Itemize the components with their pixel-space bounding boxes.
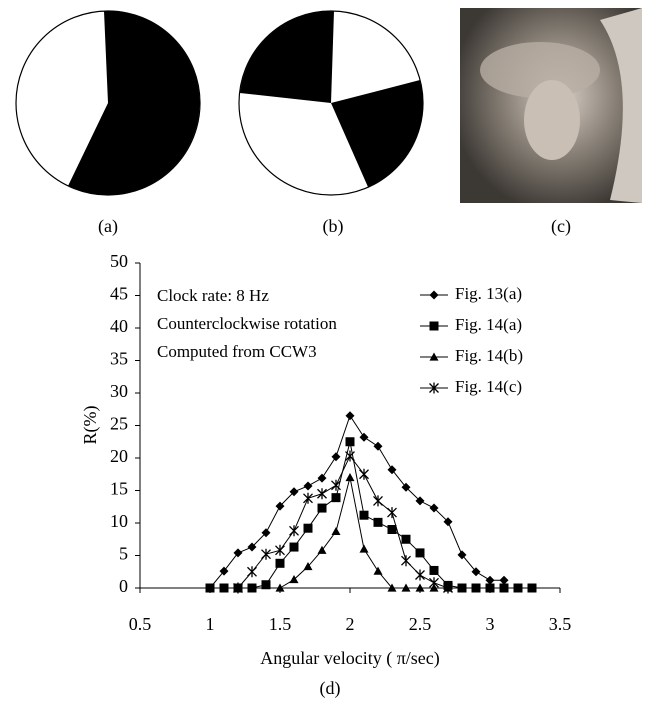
marker [514,584,523,593]
legend-label: Fig. 13(a) [455,284,522,303]
panel-label: (b) [323,216,344,237]
marker [374,442,383,451]
plot: 0 5 10 15 20 25 30 35 40 45 50 0.5 1 1.5 2 2.5 3 3.5 Clock… [110,251,571,634]
x-tick-label: 3.5 [549,614,572,634]
marker [276,559,285,568]
x-axis-title: Angular velocity ( π/sec) [260,648,440,669]
marker [346,473,355,481]
marker [388,507,397,518]
marker [290,543,299,552]
x-tick-label: 1 [206,614,215,634]
marker [318,474,327,483]
disk-a [16,11,200,195]
marker [262,580,271,589]
legend-marker [430,291,439,300]
marker [318,504,327,513]
marker [304,493,313,504]
marker [318,488,327,499]
marker [360,511,369,520]
y-tick-label: 0 [119,576,128,596]
panel-label: (d) [320,678,341,699]
panel-label: (a) [98,216,118,237]
marker [248,584,257,593]
marker [318,546,327,554]
marker [332,452,341,461]
marker [304,524,313,533]
marker [374,518,383,527]
marker [500,576,509,585]
marker [472,584,481,593]
y-tick-label: 35 [110,349,128,369]
annotation: Clock rate: 8 Hz [157,286,269,305]
marker [402,555,411,566]
legend-label: Fig. 14(a) [455,315,522,334]
legend-label: Fig. 14(b) [455,346,523,365]
y-tick-label: 15 [110,479,128,499]
marker [220,584,229,593]
marker [234,548,243,557]
y-tick-label: 25 [110,414,128,434]
marker [374,567,383,575]
marker [332,527,341,535]
marker [206,584,215,593]
x-tick-label: 3 [486,614,495,634]
series-line [238,456,448,588]
marker [346,437,355,446]
y-tick-label: 20 [110,446,128,466]
marker [290,525,299,536]
series-line [210,442,532,588]
y-tick-label: 45 [110,284,128,304]
marker [262,549,271,560]
figure: (a) (b) (c) (d) Angular velocity ( π/sec… [0,0,652,706]
legend-marker [430,322,439,331]
marker [374,495,383,506]
marker [346,411,355,420]
x-tick-label: 0.5 [129,614,152,634]
marker [416,570,425,581]
marker [388,525,397,534]
photo [460,8,642,203]
annotation: Counterclockwise rotation [157,314,337,333]
disk-b [239,11,423,195]
marker [486,576,495,585]
marker [402,535,411,544]
annotation: Computed from CCW3 [157,342,317,361]
series-line [210,416,504,588]
marker [458,584,467,593]
y-tick-label: 10 [110,511,128,531]
x-tick-label: 1.5 [269,614,292,634]
marker [430,577,439,588]
marker [500,584,509,593]
y-axis-title: R(%) [80,406,101,445]
x-tick-label: 2.5 [409,614,432,634]
y-tick-label: 5 [119,544,128,564]
marker [304,481,313,490]
marker [416,548,425,557]
y-tick-label: 50 [110,251,128,271]
marker [486,584,495,593]
marker [276,545,285,556]
y-tick-label: 30 [110,381,128,401]
marker [360,433,369,442]
legend-label: Fig. 14(c) [455,377,522,396]
marker [528,584,537,593]
marker [360,469,369,480]
marker [360,545,369,553]
marker [332,493,341,502]
marker [248,566,257,577]
y-tick-label: 40 [110,316,128,336]
panel-label: (c) [551,216,571,237]
x-tick-label: 2 [346,614,355,634]
marker [430,566,439,575]
